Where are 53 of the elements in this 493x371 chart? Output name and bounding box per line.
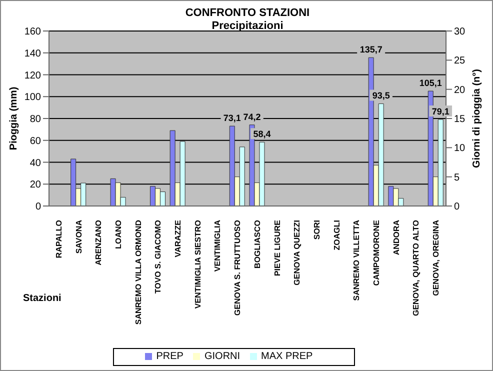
data-label: 74,2 xyxy=(243,112,261,122)
x-tick-label: SORI xyxy=(312,220,322,240)
bar xyxy=(249,124,255,206)
x-tick-label: ANDORA xyxy=(392,220,401,256)
data-label: 58,4 xyxy=(253,129,271,140)
data-label: 135,7 xyxy=(360,44,382,55)
x-tick-label: VENTIMIGLIA SIESTRO xyxy=(193,220,202,309)
legend-label: PREP xyxy=(156,351,184,362)
y2-tick-label: 15 xyxy=(454,114,466,126)
chart-subtitle: Precipitazioni xyxy=(212,20,284,32)
x-tick-label: GENOVA, QUARTO ALTO xyxy=(412,220,421,316)
chart-title: CONFRONTO STAZIONI xyxy=(184,7,311,20)
x-tick-label: GENOVA QUEZZI xyxy=(292,220,302,286)
data-label: 73,1 xyxy=(223,113,241,124)
legend-label: GIORNI xyxy=(204,351,240,362)
y-tick-label: 20 xyxy=(30,180,42,191)
y2-tick-label: 25 xyxy=(454,56,466,67)
data-label: 79,1 xyxy=(432,106,450,116)
y2-tick-label: 30 xyxy=(454,26,466,38)
y2-tick-label: 10 xyxy=(454,143,466,154)
legend-label: MAX PREP xyxy=(261,351,313,362)
x-axis-title: Stazioni xyxy=(23,293,62,304)
x-tick-label: GENOVA, OREGINA xyxy=(432,220,441,296)
data-label: 93,5 xyxy=(372,90,390,101)
y2-tick-label: 0 xyxy=(454,202,460,213)
x-tick-label: ZOAGLI xyxy=(332,220,342,250)
y-tick-label: 160 xyxy=(24,26,42,38)
x-tick-label: VARAZZE xyxy=(174,219,183,258)
x-tick-label: GENOVA S. FRUTTUOSO xyxy=(233,220,242,316)
y-tick-label: 60 xyxy=(30,136,42,147)
y2-tick-label: 20 xyxy=(454,84,466,96)
y-axis-title: Pioggia (mm) xyxy=(8,86,20,150)
x-tick-label: TOVO S. GIACOMO xyxy=(154,220,163,294)
x-tick-label: VENTIMIGLIA xyxy=(213,220,222,272)
x-tick-label: PIEVE LIGURE xyxy=(272,219,282,276)
x-tick-label: CAMPOMORONE xyxy=(372,219,382,286)
x-tick-label: SANREMO VILLETTA xyxy=(352,220,362,301)
y2-tick-label: 5 xyxy=(454,172,460,184)
y-tick-label: 80 xyxy=(30,114,42,126)
y-tick-label: 120 xyxy=(24,70,42,82)
y2-axis-title: Giorni di pioggia (n°) xyxy=(472,69,483,168)
x-tick-label: BOGLIASCO xyxy=(252,220,262,268)
x-tick-label: SAVONA xyxy=(74,220,84,254)
x-tick-label: SANREMO VILLA ORMOND xyxy=(134,220,143,325)
y-tick-label: 0 xyxy=(35,202,42,213)
x-tick-label: ARENZANO xyxy=(94,220,104,266)
y-tick-label: 40 xyxy=(30,158,42,169)
x-tick-label: RAPALLO xyxy=(54,220,64,258)
y-tick-label: 100 xyxy=(24,92,42,104)
y-tick-label: 140 xyxy=(24,48,42,60)
bar xyxy=(70,158,76,206)
data-label: 105,1 xyxy=(419,78,442,88)
x-tick-label: LOANO xyxy=(114,220,123,249)
